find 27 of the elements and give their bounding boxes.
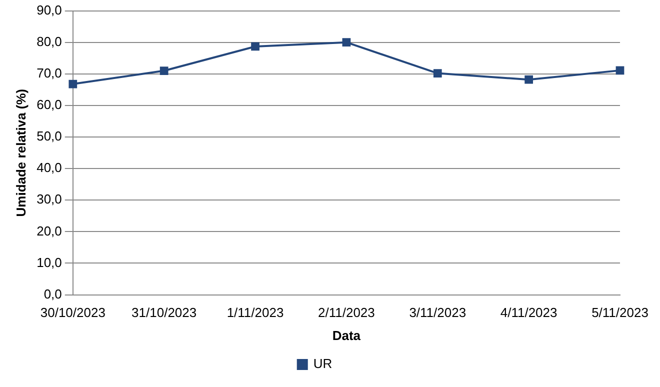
point	[251, 42, 260, 51]
y-tick-label: 40,0	[36, 160, 62, 176]
legend-label: UR	[313, 356, 332, 372]
y-tick-label: 10,0	[36, 254, 62, 270]
x-tick-label: 30/10/2023	[40, 305, 106, 320]
x-tick-label: 31/10/2023	[132, 305, 197, 320]
y-tick-label: 50,0	[36, 128, 62, 144]
point	[433, 69, 442, 78]
x-tick-label: 1/11/2023	[226, 305, 284, 320]
point	[524, 75, 533, 84]
point	[616, 66, 624, 75]
y-tick-label: 30,0	[36, 192, 62, 207]
y-tick-label: 80,0	[36, 34, 62, 49]
y-tick-label: 90,0	[36, 2, 62, 18]
y-tick-label: 60,0	[36, 97, 62, 112]
x-tick-label: 5/11/2023	[592, 305, 648, 320]
y-tick-label: 20,0	[36, 223, 62, 238]
x-tick-label: 4/11/2023	[500, 305, 558, 320]
x-tick-label: 2/11/2023	[318, 305, 375, 320]
point	[68, 80, 78, 88]
y-tick-label: 0,0	[44, 286, 62, 302]
x-tick-label: 3/11/2023	[409, 305, 466, 320]
y-axis-title: Umidade relativa (%)	[13, 88, 28, 217]
point	[160, 66, 168, 75]
y-tick-label: 70,0	[36, 65, 62, 80]
point	[342, 38, 351, 47]
x-axis-title: Data	[332, 328, 362, 343]
